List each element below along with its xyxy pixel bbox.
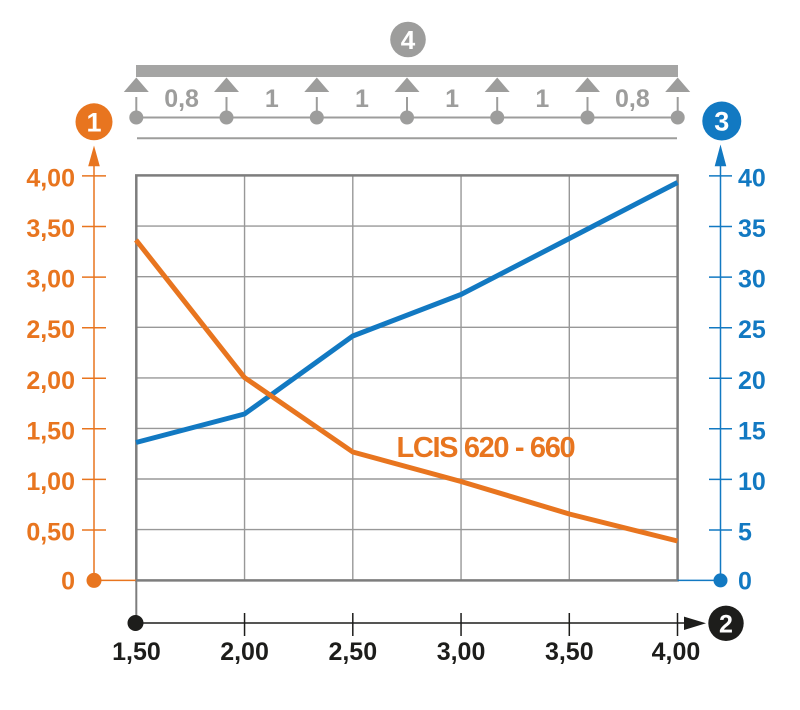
- svg-text:3,50: 3,50: [545, 638, 594, 666]
- svg-text:20: 20: [738, 367, 766, 395]
- svg-text:3,00: 3,00: [437, 638, 486, 666]
- svg-text:3,00: 3,00: [26, 266, 75, 294]
- svg-text:15: 15: [738, 417, 766, 445]
- svg-text:40: 40: [738, 164, 766, 192]
- svg-text:LCIS 620 - 660: LCIS 620 - 660: [397, 432, 575, 464]
- svg-text:0,8: 0,8: [164, 85, 199, 113]
- svg-text:35: 35: [738, 215, 766, 243]
- svg-text:1,50: 1,50: [112, 638, 161, 666]
- svg-text:2,00: 2,00: [26, 367, 75, 395]
- svg-text:10: 10: [738, 468, 766, 496]
- svg-text:0: 0: [738, 567, 752, 595]
- svg-text:3,50: 3,50: [26, 215, 75, 243]
- svg-text:2,00: 2,00: [220, 638, 269, 666]
- svg-text:4: 4: [401, 25, 416, 55]
- svg-text:0,50: 0,50: [26, 519, 75, 547]
- svg-text:1,50: 1,50: [26, 417, 75, 445]
- svg-text:3: 3: [714, 107, 729, 137]
- svg-text:4,00: 4,00: [652, 638, 701, 666]
- svg-text:1: 1: [445, 85, 459, 113]
- svg-text:1: 1: [535, 85, 549, 113]
- svg-text:2: 2: [719, 610, 733, 638]
- svg-text:0: 0: [61, 567, 75, 595]
- svg-text:25: 25: [738, 316, 766, 344]
- svg-text:2,50: 2,50: [328, 638, 377, 666]
- svg-text:1: 1: [355, 85, 369, 113]
- svg-text:1: 1: [265, 85, 279, 113]
- svg-text:0,8: 0,8: [615, 85, 650, 113]
- svg-text:5: 5: [738, 519, 752, 547]
- svg-text:4,00: 4,00: [26, 164, 75, 192]
- svg-text:1,00: 1,00: [26, 468, 75, 496]
- svg-text:30: 30: [738, 266, 766, 294]
- svg-text:2,50: 2,50: [26, 316, 75, 344]
- svg-text:1: 1: [86, 107, 101, 137]
